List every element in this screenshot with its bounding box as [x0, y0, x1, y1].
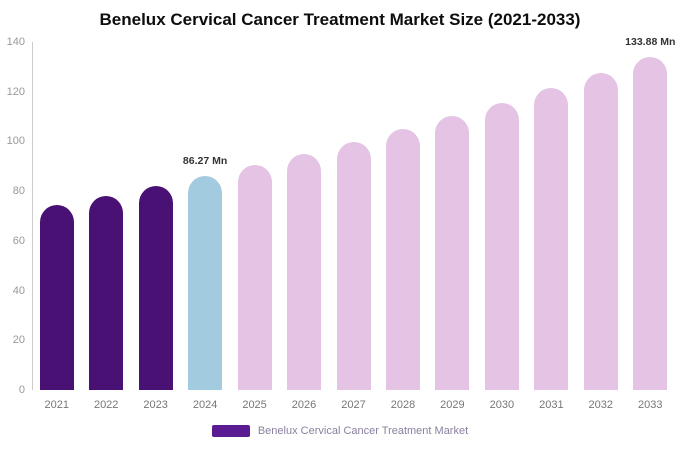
y-tick-60: 60	[12, 234, 25, 247]
x-tick-2029: 2029	[440, 399, 465, 411]
bar-2022	[89, 195, 124, 390]
x-tick-2022: 2022	[93, 399, 119, 411]
point-label-2024: 86.27 Mn	[182, 154, 228, 167]
y-tick-140: 140	[6, 36, 25, 48]
legend-label: Benelux Cervical Cancer Treatment Market	[257, 425, 469, 437]
x-tick-2032: 2032	[588, 399, 614, 411]
y-tick-100: 100	[6, 135, 25, 148]
bar-2027	[336, 141, 371, 390]
x-tick-2021: 2021	[44, 399, 69, 411]
x-tick-2024: 2024	[192, 399, 218, 411]
y-tick-0: 0	[18, 384, 25, 396]
x-tick-2028: 2028	[390, 399, 416, 411]
y-tick-120: 120	[6, 85, 25, 98]
y-tick-80: 80	[12, 185, 25, 198]
bar-2023	[138, 185, 173, 390]
bar-2024	[188, 175, 223, 390]
plot-area: 0 20 40 60 80 100 120 140 2021 2022 2023 2024 86.27 …	[7, 36, 676, 411]
bar-2026	[287, 153, 322, 390]
legend: Benelux Cervical Cancer Treatment Market	[0, 425, 680, 437]
legend-swatch	[211, 425, 250, 437]
bar-2031	[534, 88, 569, 390]
bar-2033	[633, 57, 668, 390]
point-label-2033: 133.88 Mn	[625, 36, 676, 49]
y-axis-line	[32, 42, 33, 390]
bar-2030	[484, 102, 519, 390]
y-tick-40: 40	[12, 284, 25, 297]
bar-2028	[385, 129, 420, 390]
x-tick-2033: 2033	[638, 399, 663, 411]
y-tick-20: 20	[12, 334, 25, 347]
x-tick-2023: 2023	[143, 399, 168, 411]
x-tick-2026: 2026	[291, 399, 317, 411]
x-tick-2030: 2030	[489, 399, 515, 411]
x-tick-2027: 2027	[341, 399, 366, 411]
bar-2029	[435, 116, 470, 390]
x-tick-2031: 2031	[539, 399, 564, 411]
bar-2021	[39, 204, 74, 390]
bar-2025	[237, 164, 272, 390]
bar-2032	[583, 73, 618, 390]
chart-title: Benelux Cervical Cancer Treatment Market…	[99, 10, 581, 29]
x-tick-2025: 2025	[242, 399, 267, 411]
